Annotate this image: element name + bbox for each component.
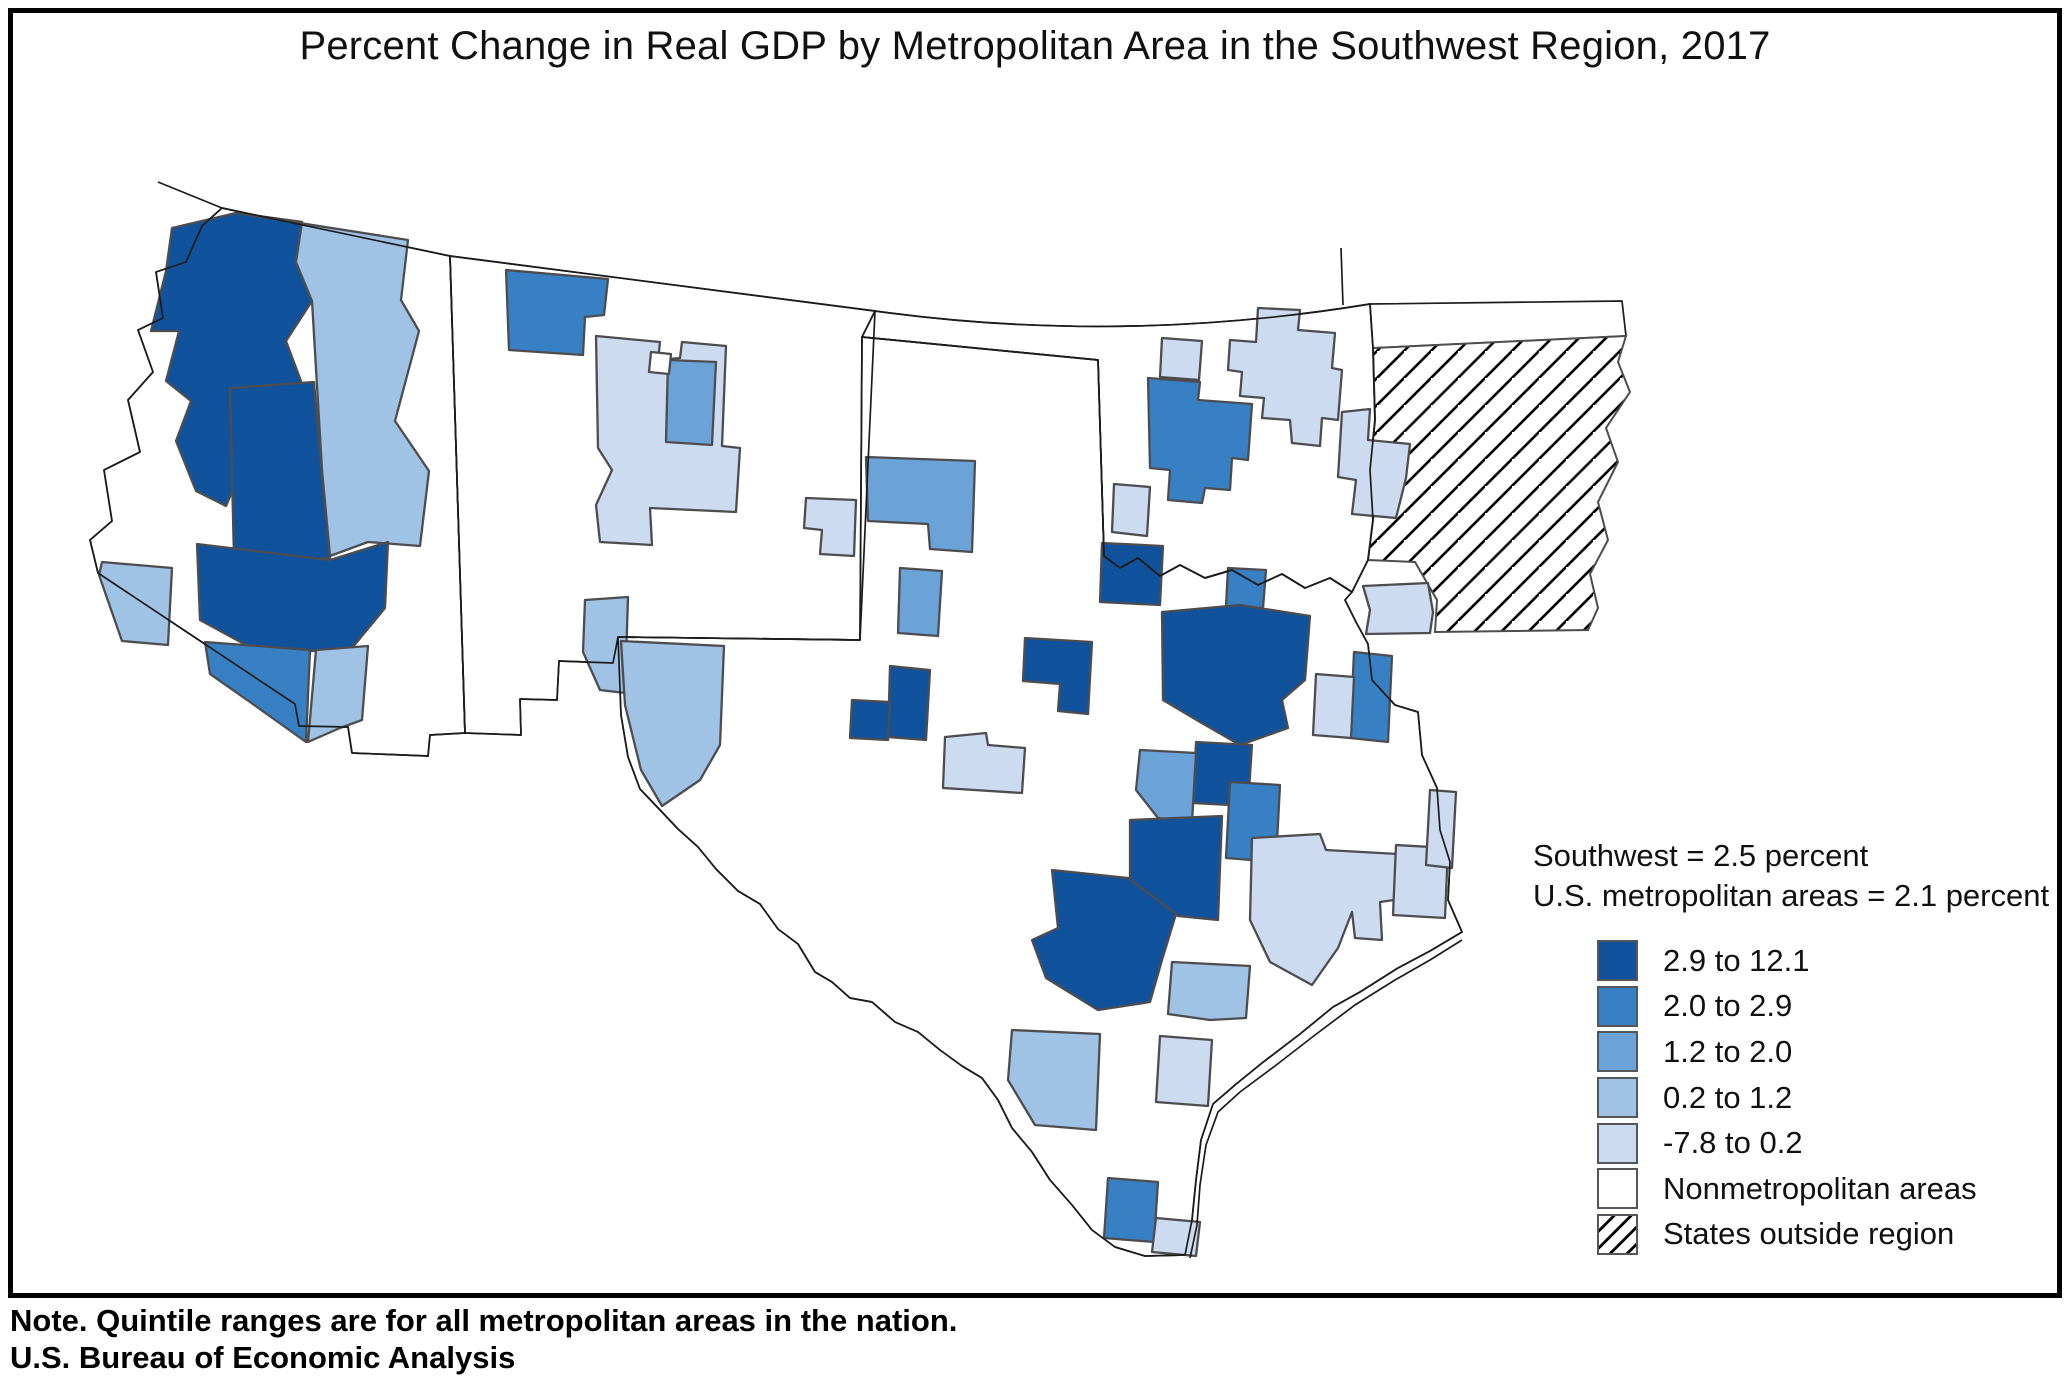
metro-polygon-oklahoma-city xyxy=(1146,376,1254,505)
metro-polygon-san-angelo xyxy=(941,731,1027,795)
legend-region-stat: Southwest = 2.5 percent xyxy=(1533,838,1869,873)
metro-polygon-san-antonio xyxy=(1030,868,1178,1012)
metro-polygon-notch xyxy=(647,350,673,376)
metro-polygon-austin xyxy=(1128,814,1224,922)
metro-areas xyxy=(97,211,1458,1258)
metro-polygon-palestine xyxy=(1311,672,1356,740)
legend-row-q5: -7.8 to 0.2 xyxy=(1597,1120,2049,1166)
legend-swatch-q5 xyxy=(1597,1122,1638,1164)
legend-row-q2: 2.0 to 2.9 xyxy=(1597,984,2049,1030)
metro-polygon-sherman xyxy=(1224,566,1268,610)
legend-row-q1: 2.9 to 12.1 xyxy=(1597,938,2049,984)
footnotes: Note. Quintile ranges are for all metrop… xyxy=(10,1302,957,1376)
metro-polygon-yuma xyxy=(97,560,174,647)
metro-polygon-enid xyxy=(1158,336,1204,382)
legend-row-q3: 1.2 to 2.0 xyxy=(1597,1029,2049,1075)
metro-polygon-prescott xyxy=(228,380,332,564)
metro-polygon-laredo xyxy=(1006,1028,1102,1132)
metro-polygon-victoria xyxy=(1166,960,1252,1022)
legend-row-outside: States outside region xyxy=(1597,1212,2049,1258)
metro-polygon-houston xyxy=(1248,832,1400,987)
legend-swatch-q1 xyxy=(1597,940,1638,982)
metro-polygon-tucson xyxy=(203,640,312,744)
state-borders xyxy=(89,181,1463,1259)
metro-polygon-flagstaff xyxy=(234,211,431,558)
legend: Southwest = 2.5 percent U.S. metropolita… xyxy=(1533,836,2049,1257)
metro-polygon-lufkin xyxy=(1424,788,1458,870)
metro-polygon-midland xyxy=(886,664,932,742)
legend-label-outside: States outside region xyxy=(1663,1216,1955,1252)
legend-label-q5: -7.8 to 0.2 xyxy=(1663,1125,1803,1161)
metro-polygon-amarillo xyxy=(864,455,977,554)
metro-polygon-texarkana xyxy=(1361,581,1435,636)
page-title: Percent Change in Real GDP by Metropolit… xyxy=(299,24,1771,68)
legend-us-stat: U.S. metropolitan areas = 2.1 percent xyxy=(1533,878,2050,913)
legend-rows: 2.9 to 12.1 2.0 to 2.9 1.2 to 2.0 0.2 to… xyxy=(1597,938,2049,1257)
legend-swatch-nonmetro xyxy=(1597,1168,1638,1210)
legend-swatch-q4 xyxy=(1597,1077,1638,1119)
metro-polygon-santa-fe xyxy=(664,358,718,447)
metro-polygon-odessa xyxy=(848,698,892,742)
metro-polygon-el-paso xyxy=(619,639,726,808)
metro-polygon-wichita-falls xyxy=(1098,541,1165,607)
legend-row-q4: 0.2 to 1.2 xyxy=(1597,1075,2049,1121)
legend-label-q2: 2.0 to 2.9 xyxy=(1663,988,1793,1024)
metro-polygon-dallas-fort-worth xyxy=(1160,603,1312,747)
legend-label-q3: 1.2 to 2.0 xyxy=(1663,1033,1793,1069)
source-line: U.S. Bureau of Economic Analysis xyxy=(10,1340,516,1375)
legend-label-q1: 2.9 to 12.1 xyxy=(1663,942,1810,978)
metro-polygon-las-cruces xyxy=(581,595,630,695)
metro-polygon-corpus-christi xyxy=(1154,1034,1214,1108)
metro-polygon-farmington xyxy=(504,268,610,357)
metro-polygon-brownsville xyxy=(1150,1216,1202,1258)
metro-polygon-lubbock xyxy=(896,566,944,638)
legend-label-nonmetro: Nonmetropolitan areas xyxy=(1663,1170,1977,1206)
coastline-barrier-islands xyxy=(1189,939,1463,1259)
state-border-kansas-missouri xyxy=(1340,247,1344,306)
state-border-new-mexico xyxy=(449,255,876,736)
legend-row-nonmetro: Nonmetropolitan areas xyxy=(1597,1166,2049,1212)
legend-swatch-q3 xyxy=(1597,1031,1638,1073)
legend-swatch-q2 xyxy=(1597,985,1638,1027)
metro-polygon-fort-smith xyxy=(1336,407,1412,520)
metro-polygon-tulsa xyxy=(1226,306,1344,448)
metro-polygon-mcallen xyxy=(1102,1176,1160,1244)
legend-stats: Southwest = 2.5 percent U.S. metropolita… xyxy=(1533,836,2049,916)
legend-label-q4: 0.2 to 1.2 xyxy=(1663,1079,1793,1115)
state-border-nevada-segment xyxy=(157,181,223,209)
state-border-texas xyxy=(617,336,1463,1257)
legend-swatch-outside-region xyxy=(1597,1213,1638,1255)
metro-polygon-abilene xyxy=(1021,636,1094,716)
metro-polygon-lawton xyxy=(1110,482,1152,538)
metro-polygon-clovis xyxy=(802,496,858,558)
state-border-arizona xyxy=(89,207,466,757)
note-line: Note. Quintile ranges are for all metrop… xyxy=(10,1303,958,1338)
